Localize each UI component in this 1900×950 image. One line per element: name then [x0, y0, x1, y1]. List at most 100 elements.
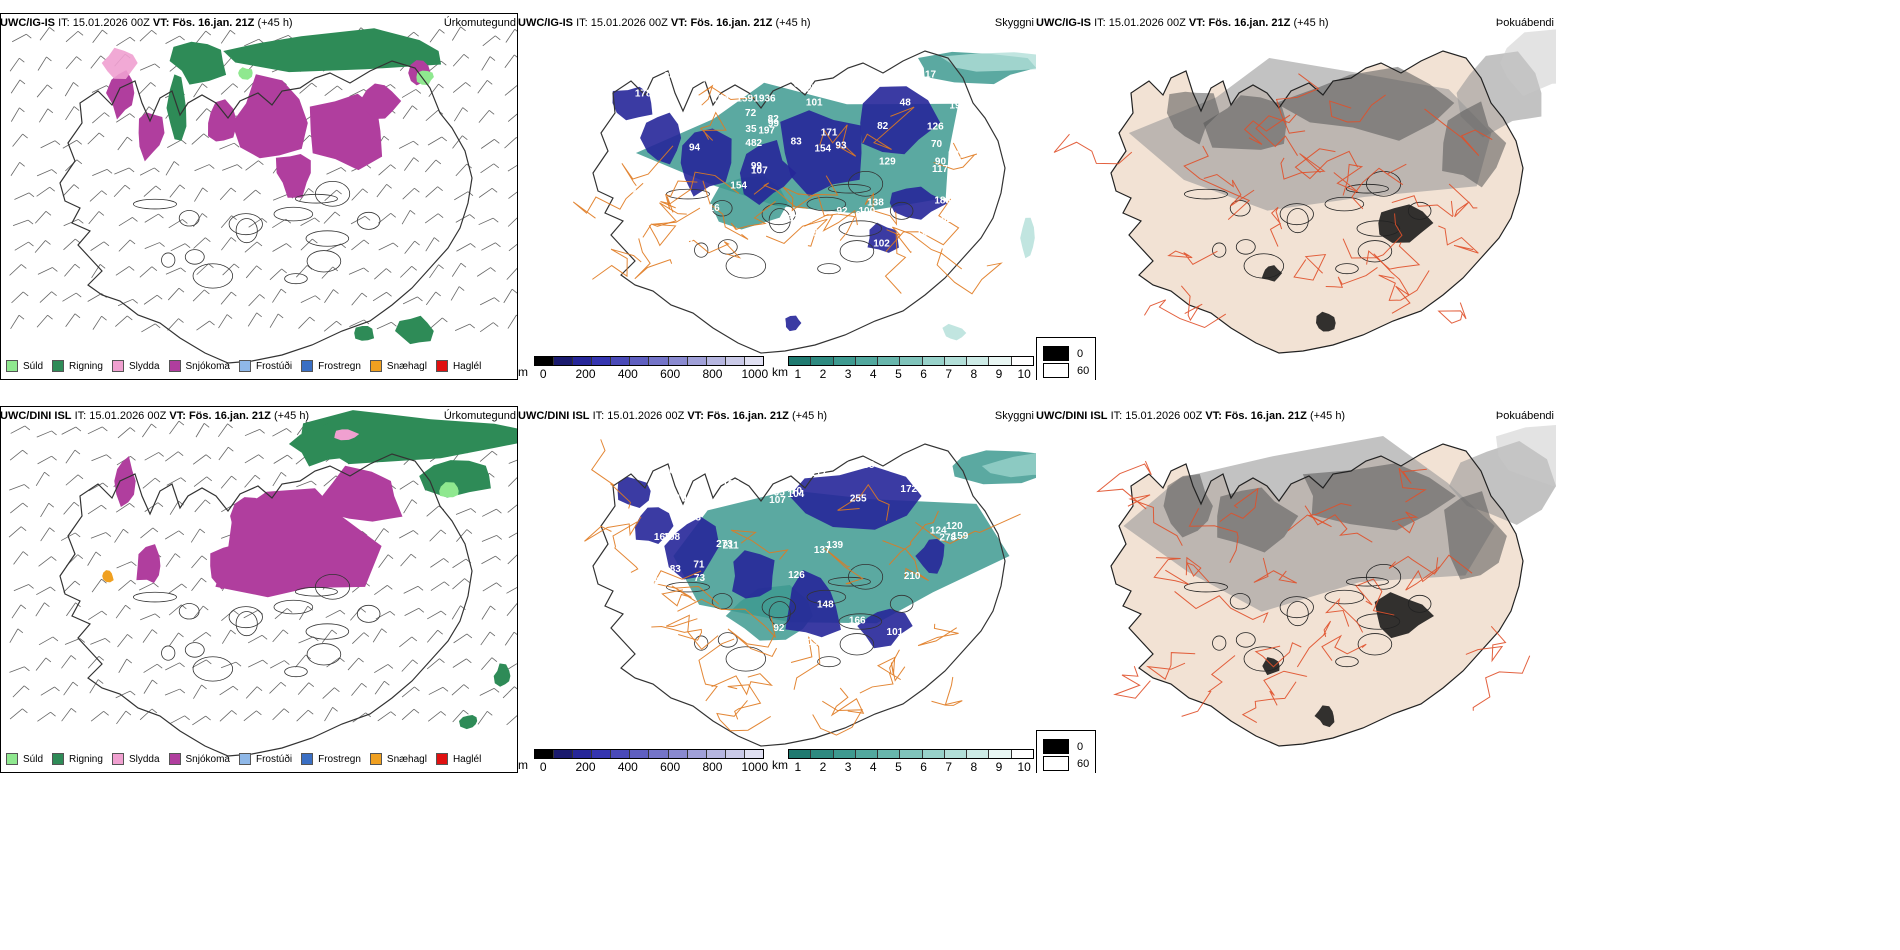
wind-barb: [193, 476, 207, 487]
wind-barb: [12, 685, 25, 698]
glacier-contour: [273, 206, 314, 222]
cloud-base-label: 137: [814, 545, 831, 556]
lead-time: (+45 h): [273, 410, 310, 422]
wind-barb: [193, 237, 206, 249]
legend-swatch: [238, 753, 251, 765]
road-line: [1219, 487, 1259, 523]
road-line: [1398, 467, 1427, 503]
wind-barb: [11, 33, 27, 43]
cloud-base-label: 348: [664, 71, 681, 82]
wind-barb-flag: [256, 686, 263, 691]
wind-barb-flag: [438, 264, 444, 269]
wind-barb: [115, 503, 130, 513]
wind-barb-flag: [77, 554, 84, 559]
wind-barb: [195, 423, 205, 438]
panel-header: UWC/DINI ISL IT: 15.01.2026 00Z VT: Fös.…: [518, 410, 827, 422]
glacier-contour: [235, 218, 258, 244]
wind-barb: [348, 267, 364, 275]
wind-barb-flag: [156, 294, 163, 300]
wind-barb: [118, 217, 133, 227]
cloud-base-label: 195: [949, 100, 966, 111]
wind-barb-flag: [154, 477, 161, 483]
cloud-base-label: 53: [714, 229, 726, 240]
wind-barb-flag: [28, 192, 35, 198]
cloudbase-colorbar: m 0 200 400 600 800 1000: [518, 356, 768, 380]
colorbar-tick: 2: [819, 367, 827, 380]
wind-barb-flag: [314, 217, 320, 223]
wind-barb: [429, 317, 443, 329]
precip-panel-row2: UWC/DINI ISL IT: 15.01.2026 00Z VT: Fös.…: [0, 406, 518, 773]
cloud-base-label: 127: [800, 84, 817, 95]
road-line: [1424, 108, 1493, 156]
wind-barb: [164, 688, 180, 696]
wind-barb: [481, 555, 496, 565]
wind-barb-flag: [496, 582, 502, 588]
wind-barb: [323, 211, 336, 224]
road-line: [933, 142, 978, 170]
wind-barb-flag: [309, 316, 315, 322]
wind-barb-flag: [46, 56, 52, 62]
wind-barb: [508, 190, 518, 199]
wind-barb-flag: [208, 263, 214, 269]
wind-barb-flag: [467, 191, 474, 196]
colorbar-cell: [554, 357, 574, 365]
wind-barb-flag: [261, 634, 268, 640]
cloud-base-label: 92: [773, 623, 785, 634]
wind-barb-flag: [178, 318, 184, 323]
wind-barb-flag: [199, 528, 206, 534]
wind-barb: [453, 633, 468, 644]
road-line: [698, 84, 755, 106]
wind-barb-flag: [179, 184, 186, 190]
lead-time: (+45 h): [257, 17, 293, 29]
wind-barb: [196, 263, 209, 275]
wind-barb-flag: [151, 266, 158, 272]
wind-barb: [65, 56, 77, 69]
road-line: [677, 598, 776, 639]
cloud-base-label: 126: [832, 453, 849, 464]
wind-barb-flag: [152, 527, 159, 533]
wind-barb: [195, 30, 207, 44]
colorbar-cell: [833, 357, 856, 365]
glacier-contour: [306, 250, 342, 273]
legend-label: Slydda: [128, 360, 160, 372]
colorbar-tick: 5: [895, 760, 902, 773]
wind-barb-flag: [256, 710, 262, 716]
fog-legend-label: 60: [1077, 757, 1090, 770]
wind-barb-flag: [103, 241, 110, 247]
wind-barb: [92, 112, 105, 124]
wind-barb: [36, 586, 51, 596]
wind-barb-flag: [154, 63, 161, 69]
legend-swatch: [435, 360, 448, 372]
wind-barb: [167, 318, 179, 331]
wind-barb-flag: [106, 169, 113, 174]
wind-barb-flag: [178, 287, 185, 293]
road-line: [648, 207, 701, 247]
wind-barb-flag: [102, 426, 108, 432]
road-line: [1254, 642, 1302, 668]
weather-area: [238, 67, 253, 80]
weather-area: [1163, 474, 1213, 538]
wind-barb: [114, 528, 124, 543]
wind-barb-flag: [75, 426, 82, 432]
wind-barb: [165, 553, 176, 567]
weather-area: [634, 507, 674, 544]
cloud-base-label: 97: [827, 88, 839, 99]
colorbar-tick: 200: [575, 760, 596, 773]
wind-barb: [220, 661, 237, 669]
road-line: [1143, 299, 1227, 329]
road-line: [1296, 620, 1332, 668]
colorbar-cell: [833, 750, 856, 758]
wind-barb-flag: [24, 484, 30, 489]
wind-barb: [455, 508, 472, 515]
wind-barb: [321, 629, 333, 644]
wind-barb-flag: [179, 662, 185, 668]
wind-barb: [36, 169, 52, 177]
road-line: [1378, 270, 1430, 301]
wind-barb-flag: [412, 659, 418, 665]
road-line: [917, 623, 959, 647]
colorbar-cell: [811, 750, 834, 758]
road-line: [1465, 625, 1507, 663]
wind-barb-flag: [54, 686, 60, 692]
cloud-base-label: 85: [931, 88, 943, 99]
panel-title: Skyggni: [994, 410, 1034, 422]
